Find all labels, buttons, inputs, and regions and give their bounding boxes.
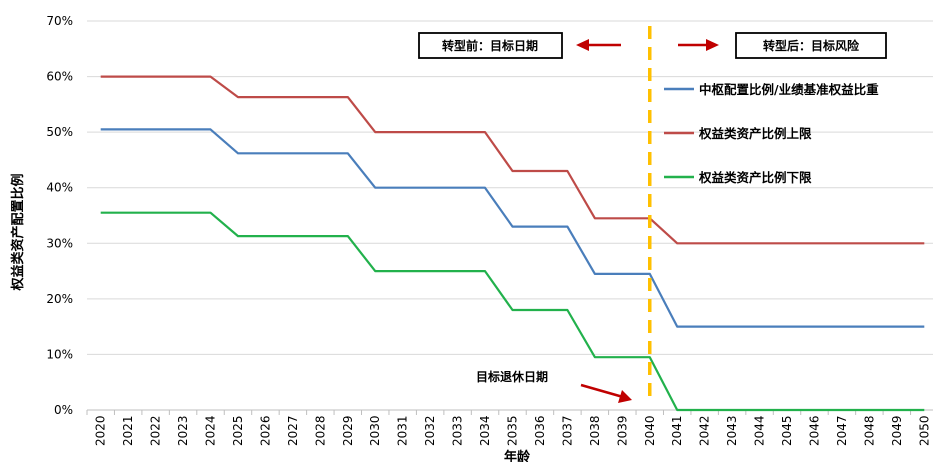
x-tick-label: 2030 (368, 415, 382, 446)
y-tick-label: 30% (46, 236, 73, 250)
series-line (100, 211, 925, 412)
x-tick-label: 2036 (533, 415, 547, 446)
x-tick-label: 2048 (862, 415, 876, 446)
y-tick-label: 50% (46, 125, 73, 139)
series-line (100, 128, 925, 328)
legend-label: 中枢配置比例/业绩基准权益比重 (699, 82, 879, 97)
y-tick-label: 70% (46, 14, 73, 28)
retire-arrow-shaft (580, 383, 624, 399)
x-tick-label: 2029 (341, 415, 355, 446)
x-tick-label: 2025 (231, 415, 245, 446)
retire-arrowhead (618, 390, 632, 403)
after-label-box (735, 32, 887, 59)
x-tick-label: 2034 (478, 415, 492, 446)
x-tick-label: 2031 (396, 415, 410, 446)
x-tick-label: 2049 (890, 415, 904, 446)
x-tick-label: 2044 (753, 415, 767, 446)
x-tick-label: 2027 (286, 415, 300, 446)
x-tick-label: 2040 (643, 415, 657, 446)
x-tick-label: 2032 (423, 415, 437, 446)
legend-label: 权益类资产比例下限 (698, 170, 812, 185)
x-axis-title: 年龄 (504, 449, 531, 462)
x-tick-label: 2046 (807, 415, 821, 446)
x-tick-label: 2043 (725, 415, 739, 446)
x-axis-ticks: 2020 2021 2022 2023 2024 2025 2026 2027 2028 2029… (94, 415, 932, 446)
x-tick-label: 2021 (121, 415, 135, 446)
x-tick-label: 2033 (451, 415, 465, 446)
x-tick-label: 2045 (780, 415, 794, 446)
x-tick-label: 2042 (698, 415, 712, 446)
x-tick-label: 2041 (670, 415, 684, 446)
y-tick-label: 40% (46, 181, 73, 195)
y-axis-ticks: 0% 10% 20% 30% 40% 50% 60% 70% (46, 14, 73, 417)
x-tick-label: 2050 (917, 415, 931, 446)
gridlines (87, 20, 933, 411)
x-tick-label: 2039 (615, 415, 629, 446)
x-tick-label: 2028 (313, 415, 327, 446)
x-tick-label: 2026 (258, 415, 272, 446)
retire-label: 目标退休日期 (476, 369, 548, 384)
before-label-box (418, 32, 563, 59)
x-tick-label: 2035 (506, 415, 520, 446)
x-tick-label: 2038 (588, 415, 602, 446)
y-axis-title: 权益类资产配置比例 (10, 173, 26, 291)
x-tick-label: 2024 (204, 415, 218, 446)
y-tick-label: 0% (54, 403, 73, 417)
legend-label: 权益类资产比例上限 (698, 126, 812, 141)
after-label: 转型后：目标风险 (763, 38, 860, 53)
series-lines (100, 75, 925, 412)
y-tick-label: 60% (46, 70, 73, 84)
y-tick-label: 10% (46, 347, 73, 361)
y-tick-label: 20% (46, 292, 73, 306)
x-tick-label: 2022 (149, 415, 163, 446)
x-tick-label: 2047 (835, 415, 849, 446)
series-line (100, 75, 925, 245)
x-tick-label: 2020 (94, 415, 108, 446)
x-tick-label: 2023 (176, 415, 190, 446)
left-arrowhead (576, 39, 589, 51)
before-label: 转型前：目标日期 (442, 38, 538, 53)
x-tick-label: 2037 (560, 415, 574, 446)
right-arrowhead (706, 39, 719, 51)
